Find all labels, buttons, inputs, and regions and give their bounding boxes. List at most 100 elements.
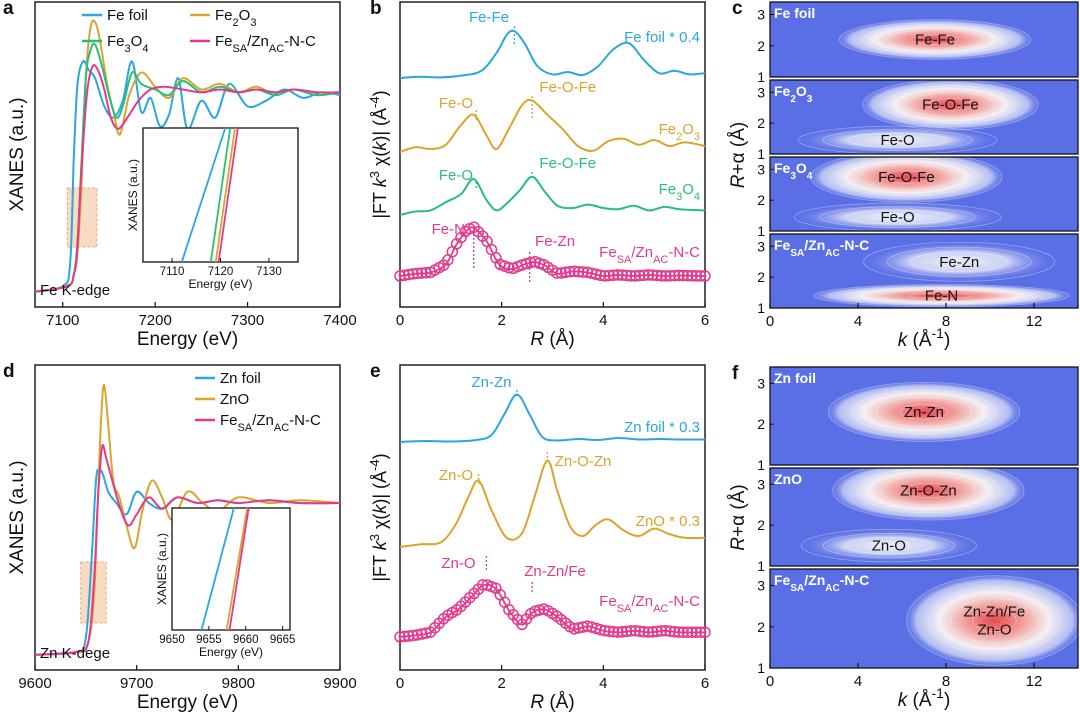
inset-tick-label: 7120 [208, 266, 234, 278]
contour-line [904, 482, 953, 499]
contour-line [871, 213, 924, 222]
series-label: FeSA/ZnAC-N-C [599, 593, 700, 615]
legend-entry: ZnO [220, 391, 249, 408]
contour-line [839, 19, 1031, 60]
legend-entry: Zn foil [220, 370, 261, 387]
contour-line [866, 541, 912, 551]
wavelet-frame [769, 79, 1079, 155]
x-axis-b-tick-label: 0 [396, 312, 404, 329]
contour-line [845, 286, 1038, 305]
y-tick-label: 2 [757, 269, 765, 285]
wavelet-map: Zn-Zn [770, 367, 1078, 465]
wavelet-map: Fe-O-Fe Fe-O [770, 80, 1078, 154]
y-tick-label: 3 [757, 476, 765, 492]
y-axis-label: XANES (a.u.) [7, 460, 28, 574]
contour-line [875, 396, 973, 428]
panel-a-frame [34, 1, 341, 308]
wavelet-spot [788, 202, 1007, 231]
wavelet-spot [807, 283, 1076, 308]
series-line-d-2 [34, 444, 341, 656]
x-axis-f-tick-label: 8 [942, 673, 950, 690]
contour-line [934, 256, 984, 268]
x-axis-a-tick-label: 7400 [323, 312, 356, 329]
y-tick-label: 1 [757, 223, 765, 239]
series-line-e-0 [399, 393, 706, 443]
x-axis-a-tick-label: 7300 [231, 312, 264, 329]
wavelet-frame [769, 156, 1079, 232]
x-axis-f-tick-label: 12 [1026, 673, 1043, 690]
y-axis-label: XANES (a.u.) [7, 97, 28, 211]
peak-annotation: Fe-Fe [469, 9, 509, 26]
data-point [520, 257, 533, 270]
bond-label: Zn-O-Zn [900, 482, 957, 499]
contour-line [832, 468, 1025, 521]
series-label: Zn foil * 0.3 [624, 419, 700, 436]
inset-x-label: Energy (eV) [188, 277, 252, 291]
bond-label: Fe-Fe [915, 32, 955, 49]
y-tick-label: 1 [757, 300, 765, 316]
y-tick-label: 1 [757, 457, 765, 473]
y-axis-label: |FT k3 χ(k)| (Å-4) [367, 90, 391, 218]
peak-annotation: Fe-O [439, 95, 473, 112]
fit-line-e [399, 583, 706, 638]
contour-line [899, 404, 949, 420]
x-axis-e-tick-label: 4 [599, 675, 607, 692]
contour-line [858, 164, 955, 190]
peak-annotation: Zn-O [439, 467, 473, 484]
subplot-label: FeSA/ZnAC-N-C [774, 237, 869, 259]
peak-annotation: Zn-O [441, 555, 475, 572]
contour-line [834, 157, 979, 197]
x-axis-label: k (Å-1) [898, 325, 951, 351]
x-axis-b-tick-label: 6 [701, 312, 709, 329]
series-label: Fe2O3 [659, 121, 700, 143]
contour-line [819, 206, 976, 228]
y-tick-label: 3 [757, 7, 765, 23]
data-point [420, 627, 432, 639]
contour-line [887, 246, 1032, 277]
subplot-label: Fe3O4 [774, 160, 813, 182]
x-axis-label: R (Å) [530, 692, 574, 713]
y-tick-label: 1 [757, 146, 765, 162]
inset-y-label: XANES (a.u.) [155, 533, 169, 605]
wavelet-map: Zn-O-Zn Zn-O [770, 468, 1078, 566]
contour-line [845, 209, 950, 225]
wavelet-spot [902, 573, 1078, 668]
peak-annotation: Fe-O-Fe [539, 79, 596, 96]
x-axis-e-tick-label: 2 [497, 675, 505, 692]
wavelet-spot [793, 125, 1003, 154]
contour-line [872, 136, 923, 145]
inset-line [200, 507, 235, 631]
inset-x-label: Energy (eV) [199, 645, 263, 659]
wavelet-frame [769, 467, 1079, 567]
subplot-label: FeSA/ZnAC-N-C [774, 572, 869, 594]
contour-line [882, 170, 931, 184]
x-axis-b-tick-label: 2 [497, 312, 505, 329]
data-point [585, 267, 598, 280]
subplot-label: Zn foil [774, 370, 816, 386]
contour-line [822, 532, 955, 559]
y-tick-label: 2 [757, 192, 765, 208]
y-tick-label: 1 [757, 69, 765, 85]
contour-line [909, 292, 974, 299]
wavelet-map: Fe-N Fe-Zn [770, 234, 1078, 308]
panel-letter: b [370, 0, 382, 19]
contour-line [847, 132, 948, 148]
panel-b-frame [399, 1, 706, 308]
x-axis-f-tick-label: 0 [766, 673, 774, 690]
peak-annotation: Zn-Zn/Fe [524, 563, 586, 580]
contour-line [800, 528, 977, 563]
legend-entry: Fe3O4 [107, 33, 148, 55]
inset-tick-label: 9665 [270, 634, 296, 646]
bond-label: Fe-O-Fe [922, 97, 979, 114]
edge-label: Zn K-dege [40, 645, 110, 662]
contour-line [950, 597, 1039, 644]
contour-line [813, 284, 1070, 308]
y-tick-label: 3 [757, 578, 765, 594]
x-axis-c-tick-label: 8 [942, 313, 950, 330]
wavelet-spot [828, 468, 1029, 522]
panel-e-frame [399, 364, 706, 671]
legend-entry: Fe2O3 [215, 7, 256, 29]
y-tick-label: 3 [757, 161, 765, 177]
x-axis-c-tick-label: 12 [1026, 313, 1043, 330]
series-line-b-0 [399, 29, 706, 79]
